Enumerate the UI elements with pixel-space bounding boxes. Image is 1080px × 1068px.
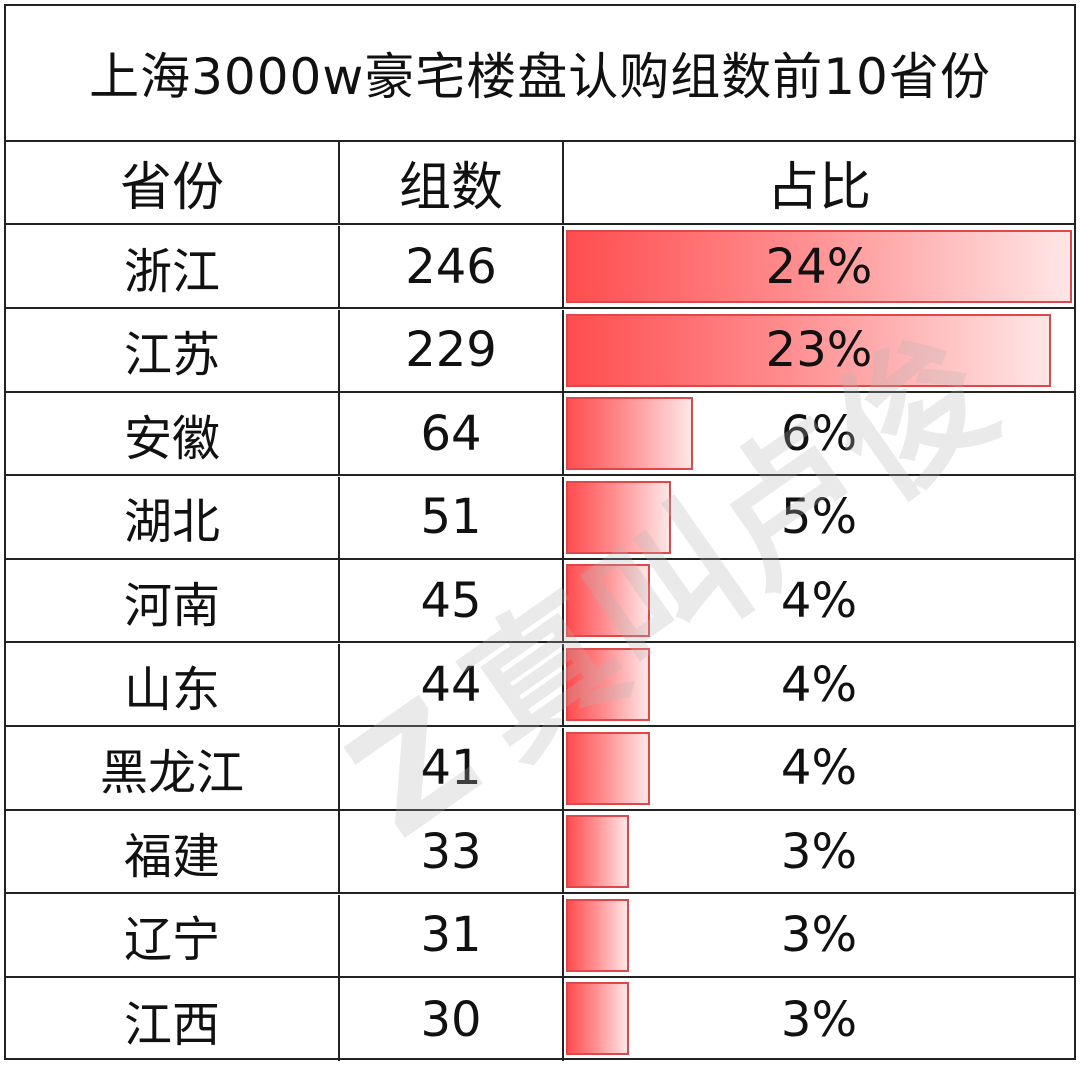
count-cell: 45 [340,560,564,642]
count-cell: 41 [340,727,564,809]
province-cell: 浙江 [6,226,340,307]
share-label: 23% [765,322,873,379]
share-bar [566,898,629,972]
count-cell: 44 [340,644,564,725]
share-cell: 5% [564,477,1074,558]
data-table: 上海3000w豪宅楼盘认购组数前10省份 省份 组数 占比 浙江 246 24% 江苏… [4,4,1076,1062]
province-cell: 江苏 [6,309,340,391]
share-label: 3% [780,991,858,1048]
chart-title: 上海3000w豪宅楼盘认购组数前10省份 [6,6,1074,142]
province-cell: 福建 [6,811,340,893]
share-bar [566,230,1072,303]
share-label: 4% [780,656,858,713]
count-cell: 246 [340,226,564,307]
province-cell: 山东 [6,644,340,725]
count-cell: 64 [340,393,564,475]
share-cell: 4% [564,644,1074,725]
share-cell: 3% [564,811,1074,892]
share-bar [566,313,1051,387]
province-cell: 黑龙江 [6,727,340,809]
table-row: 福建 33 3% [6,811,1074,895]
province-cell: 湖北 [6,476,340,558]
table-row: 浙江 246 24% [6,226,1074,309]
table-row: 江西 30 3% [6,978,1074,1062]
share-bar [566,397,693,471]
share-cell: 3% [564,978,1074,1061]
share-label: 6% [780,405,858,462]
share-cell: 4% [564,728,1074,809]
table-row: 山东 44 4% [6,644,1074,727]
province-cell: 辽宁 [6,894,340,976]
header-row: 省份 组数 占比 [6,142,1074,225]
share-label: 5% [780,489,858,546]
share-label: 24% [765,238,873,295]
share-label: 3% [780,907,858,964]
share-cell: 3% [564,895,1074,976]
header-share: 占比 [766,158,871,218]
province-cell: 江西 [6,978,340,1062]
share-bar [566,648,650,721]
province-cell: 安徽 [6,393,340,475]
share-bar [566,480,671,554]
count-cell: 51 [340,476,564,558]
province-cell: 河南 [6,560,340,642]
count-cell: 30 [340,978,564,1062]
table-row: 安徽 64 6% [6,393,1074,477]
share-bar [566,815,629,889]
share-cell: 23% [564,310,1074,391]
share-cell: 4% [564,560,1074,641]
table-row: 湖北 51 5% [6,476,1074,560]
header-province: 省份 [6,142,340,223]
table-row: 河南 45 4% [6,560,1074,644]
share-label: 4% [780,740,858,797]
share-cell: 6% [564,393,1074,474]
share-cell: 24% [564,226,1074,307]
table-row: 辽宁 31 3% [6,894,1074,978]
header-count: 组数 [340,142,564,223]
count-cell: 33 [340,811,564,893]
share-bar [566,731,650,805]
table-row: 江苏 229 23% [6,309,1074,393]
share-bar [566,564,650,638]
share-label: 4% [780,572,858,629]
count-cell: 229 [340,309,564,391]
table-row: 黑龙江 41 4% [6,727,1074,811]
share-bar [566,982,629,1056]
count-cell: 31 [340,894,564,976]
share-label: 3% [780,823,858,880]
